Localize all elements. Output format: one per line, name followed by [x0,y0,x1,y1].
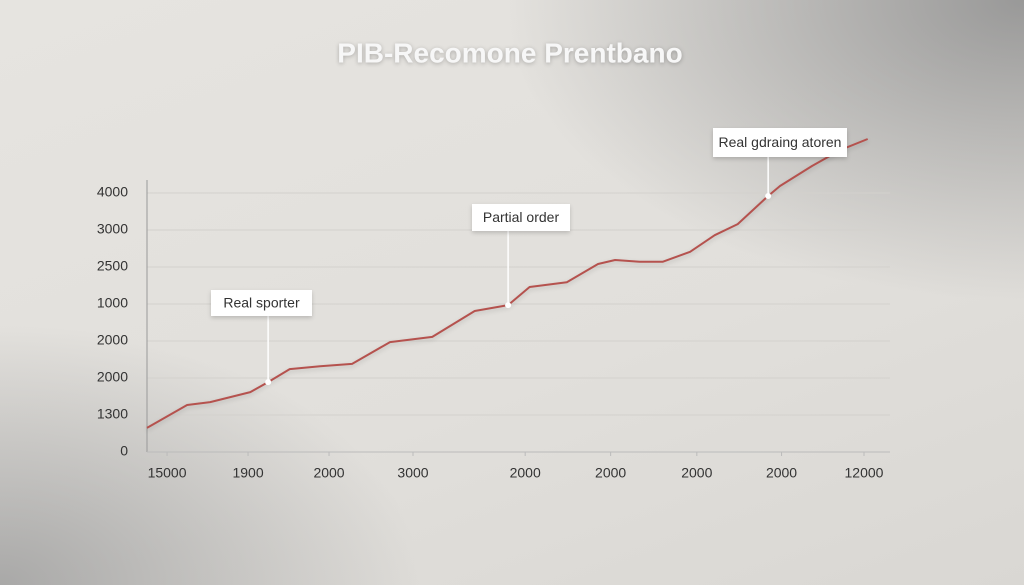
x-tick-label: 12000 [845,465,884,481]
callout-dot [265,379,272,386]
callout-box [713,128,847,157]
x-tick-label: 2000 [510,465,541,481]
x-tick-label: 2000 [313,465,344,481]
callout-dot [505,302,512,309]
callout-text: Real gdraing atoren [719,134,842,150]
grid: 0 1300 2000 2000 1000 2500 3000 4000 15000 1900 20… [97,180,890,481]
callout-text: Real sporter [223,295,300,311]
callout-text: Partial order [483,209,560,225]
plot [146,138,869,429]
y-tick-label: 2000 [97,332,128,348]
y-tick-label: 0 [120,443,128,459]
chart-title: PIB-Recomone Prentbano [337,37,682,68]
y-tick-label: 1300 [97,406,128,422]
x-tick-label: 2000 [681,465,712,481]
y-tick-label: 1000 [97,295,128,311]
callout-box [211,290,312,316]
x-tick-label: 15000 [148,465,187,481]
data-line [146,138,869,429]
callout-dot [765,192,772,199]
x-tick-label: 1900 [232,465,263,481]
x-tick-label: 2000 [595,465,626,481]
x-tick-label: 3000 [397,465,428,481]
y-tick-label: 2500 [97,258,128,274]
x-tick-label: 2000 [766,465,797,481]
y-tick-label: 3000 [97,221,128,237]
y-tick-label: 2000 [97,369,128,385]
y-tick-label: 4000 [97,184,128,200]
annotations: Real sporter Partial order Real gdraing at… [211,128,847,386]
callout-box [472,204,570,231]
